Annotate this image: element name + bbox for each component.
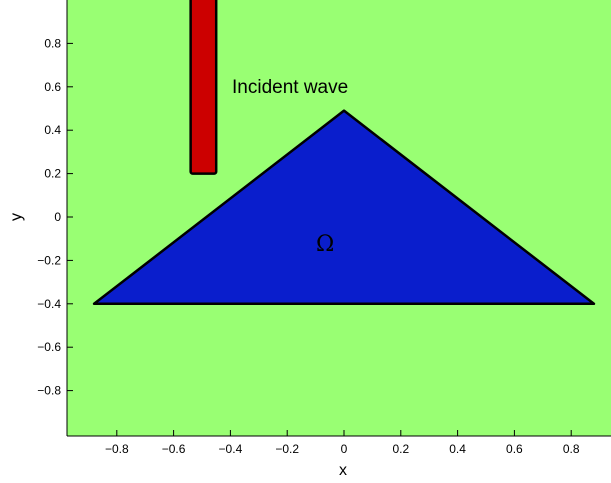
y-tick-label: −0.4	[37, 297, 61, 311]
y-tick-label: 0.4	[44, 123, 61, 137]
y-tick-label: 0.8	[44, 36, 61, 50]
axis-ticks: −0.8 −0.6 −0.4 −0.2 0 0.2 0.4 0.6 0.8 0.8 0.6 0.4 0.…	[37, 36, 580, 456]
x-axis-label: x	[339, 462, 347, 479]
x-tick-label: 0.2	[392, 442, 409, 456]
x-tick-label: −0.6	[162, 442, 186, 456]
incident-wave-bar	[189, 0, 218, 175]
x-tick-label: 0	[341, 442, 348, 456]
domain-omega-triangle	[92, 109, 596, 306]
y-tick-label: −0.8	[37, 384, 61, 398]
incident-wave-label: Incident wave	[232, 77, 348, 98]
x-tick-label: −0.2	[275, 442, 299, 456]
y-tick-label: 0.6	[44, 80, 61, 94]
x-tick-label: 0.6	[506, 442, 523, 456]
x-tick-label: 0.8	[563, 442, 580, 456]
y-tick-label: −0.6	[37, 340, 61, 354]
y-axis-label: y	[8, 213, 25, 221]
y-tick-label: 0.2	[44, 167, 61, 181]
x-tick-label: −0.8	[105, 442, 129, 456]
domain-omega-label: Ω	[316, 232, 334, 257]
y-tick-label: −0.2	[37, 253, 61, 267]
x-tick-label: 0.4	[449, 442, 466, 456]
y-tick-label: 0	[54, 210, 61, 224]
x-tick-label: −0.4	[219, 442, 243, 456]
